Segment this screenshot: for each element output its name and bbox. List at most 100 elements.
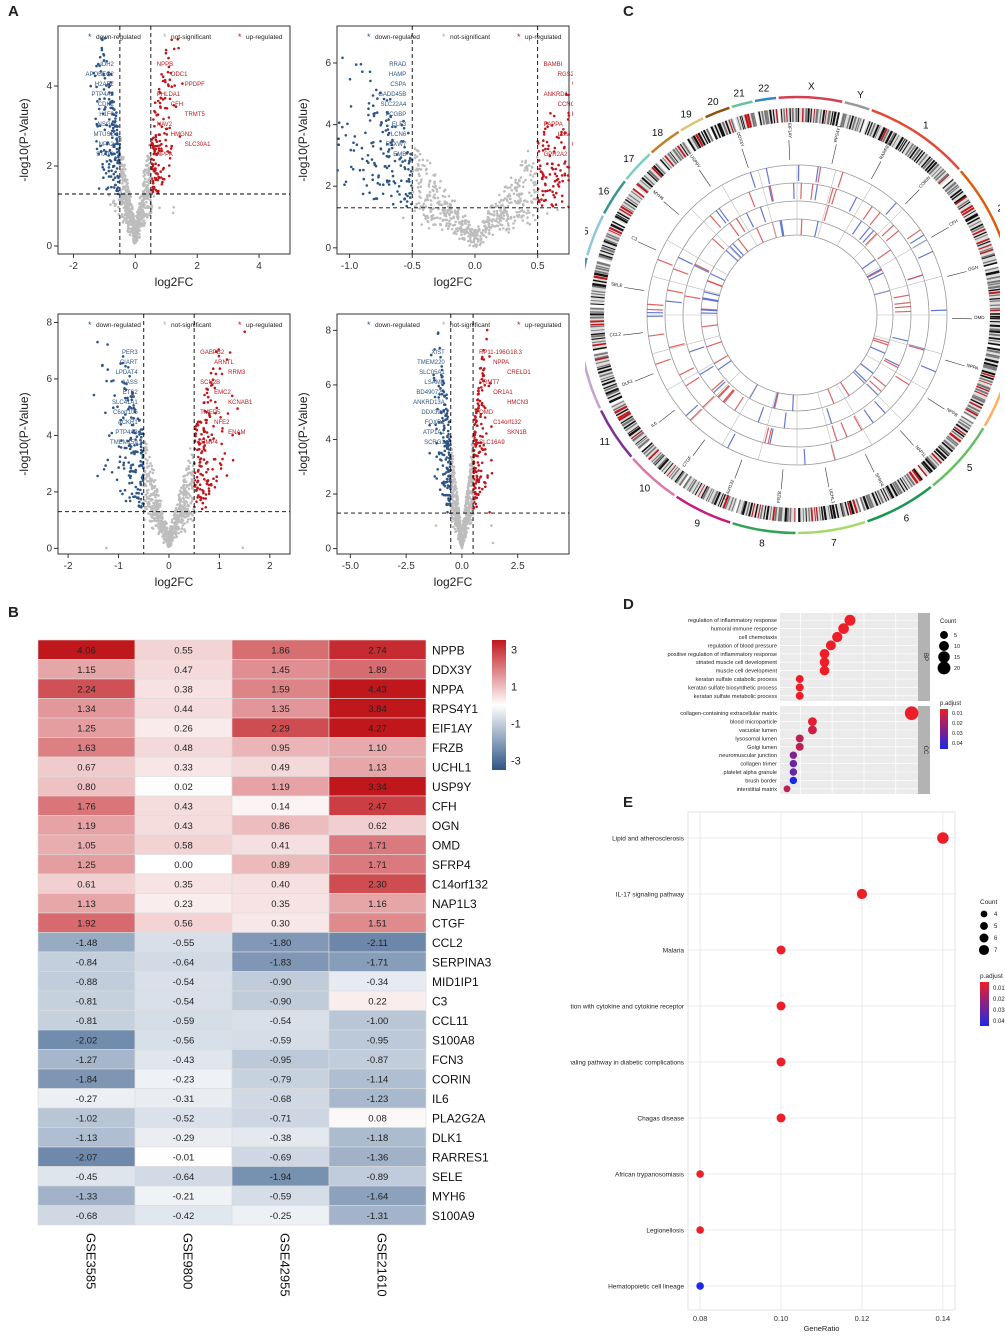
point [107,163,111,166]
point [119,423,123,426]
term-label: Hematopoietic cell lineage [608,1284,684,1291]
track-mark [702,395,715,408]
point [145,462,149,465]
point [198,458,202,461]
point [531,201,534,204]
point [121,182,124,185]
track-mark [885,230,899,242]
heatmap-col-label: GSE3585 [84,1233,99,1289]
chromosome-arc [625,153,651,180]
point [120,215,124,218]
point [95,64,98,68]
point [152,187,156,190]
term-label: platelet alpha granule [724,770,778,776]
y-tick-label: 0 [325,544,331,555]
point [487,232,491,235]
point [146,466,149,469]
point [140,428,144,431]
gene-label-down: SLC41A1 [112,400,138,406]
ideogram [984,265,1000,346]
gene-label-up: KCNAB1 [228,400,253,406]
point [451,525,455,529]
gene-link [788,140,791,161]
point [181,513,185,516]
point [206,468,210,471]
ideogram-band [926,161,938,174]
heatmap-row-label: DLK1 [432,1131,462,1145]
facet-label: BP [922,653,928,661]
point [407,168,410,171]
track-mark [792,394,794,411]
ideogram-band [604,384,618,392]
point [445,397,448,400]
gene-label-down: LPDAT4 [116,370,139,376]
gene-label: USP9Y [689,154,701,169]
point [477,441,480,445]
ideogram-band [967,404,981,413]
ideogram-band [887,132,897,146]
point [497,221,500,224]
ideogram-band [966,406,979,415]
point [407,131,410,135]
point [115,133,119,137]
point [185,513,189,517]
point [523,169,526,172]
point [351,167,355,171]
heatmap-row-label: C3 [432,994,448,1008]
point [140,505,143,508]
point [447,497,450,500]
point [157,133,161,136]
point [209,399,213,402]
point [447,474,450,478]
x-tick-label: 0.12 [855,1314,870,1323]
point [198,442,202,445]
point [130,451,133,455]
point [130,481,134,485]
point [371,104,375,107]
heatmap-value: 0.08 [368,1113,387,1124]
point [203,444,207,447]
ideogram-band [722,495,730,509]
gene-label-down: NSG1 [98,122,115,128]
ideogram-band [616,211,630,220]
point [160,510,164,513]
track-mark [885,202,897,216]
heatmap-value: -0.95 [270,1055,292,1066]
point [560,130,563,134]
ideogram-band [947,185,960,196]
point [451,475,454,478]
y-tick-label: 6 [325,380,331,391]
ideogram-band [915,151,926,164]
gene-label-up: EMC2 [214,390,231,396]
point [121,157,125,161]
point [426,159,429,162]
point [467,484,470,488]
point [168,151,172,154]
gene-link [927,398,945,410]
gene-label-up: ODC1 [171,72,188,78]
point [153,101,157,104]
track-mark [725,249,739,262]
point [455,491,459,494]
point [160,125,164,128]
point [390,146,394,150]
point [447,423,450,427]
point [485,220,489,224]
point [443,472,446,476]
heatmap-value: 1.15 [77,665,96,676]
point [515,193,519,196]
term-dot [819,665,830,676]
point [441,218,445,222]
point [431,188,434,192]
point [116,192,120,196]
point [167,116,171,119]
track-mark [678,256,693,265]
track-divider [836,184,873,246]
point [448,219,451,223]
point [498,193,501,197]
ideogram-band [654,454,665,466]
point [528,211,531,215]
point [467,481,471,485]
point [175,526,179,529]
track-divider [690,371,741,422]
